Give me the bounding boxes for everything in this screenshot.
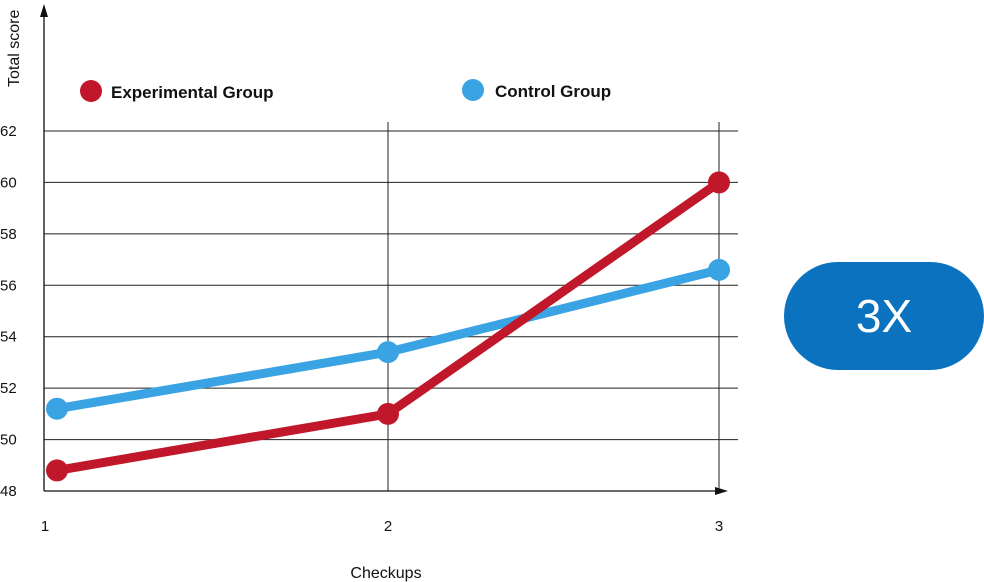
data-point-experimental-group	[708, 171, 730, 194]
y-tick-label: 62	[0, 123, 17, 140]
y-tick-label: 54	[0, 329, 17, 346]
legend-label-experimental-group: Experimental Group	[111, 83, 273, 102]
badge-label: 3X	[855, 290, 913, 342]
data-point-control-group	[708, 258, 730, 281]
y-tick-label: 58	[0, 226, 17, 243]
x-tick-label: 1	[41, 518, 49, 535]
legend: Experimental Group Control Group	[80, 79, 611, 102]
axes	[40, 4, 728, 495]
y-tick-labels: 48 50 52 54 56 58 60 62	[0, 123, 17, 500]
data-point-control-group	[377, 341, 399, 364]
y-axis-title: Total score	[6, 10, 23, 87]
x-tick-label: 3	[715, 518, 723, 535]
y-axis-arrow	[40, 4, 48, 17]
data-point-experimental-group	[46, 459, 68, 482]
x-axis-arrow	[715, 487, 728, 495]
legend-marker-control-group	[462, 79, 484, 101]
data-point-control-group	[46, 397, 68, 420]
y-tick-label: 50	[0, 432, 17, 449]
series-layer	[46, 171, 730, 482]
data-point-experimental-group	[377, 402, 399, 425]
x-tick-labels: 1 2 3	[41, 518, 723, 535]
y-tick-label: 60	[0, 174, 17, 191]
legend-marker-experimental-group	[80, 80, 102, 102]
x-axis-title: Checkups	[350, 565, 421, 582]
legend-label-control-group: Control Group	[495, 82, 611, 101]
y-tick-label: 48	[0, 483, 17, 500]
multiplier-badge: 3X	[784, 262, 984, 370]
y-tick-label: 52	[0, 380, 17, 397]
x-tick-label: 2	[384, 518, 392, 535]
y-tick-label: 56	[0, 277, 17, 294]
grid	[44, 122, 738, 491]
